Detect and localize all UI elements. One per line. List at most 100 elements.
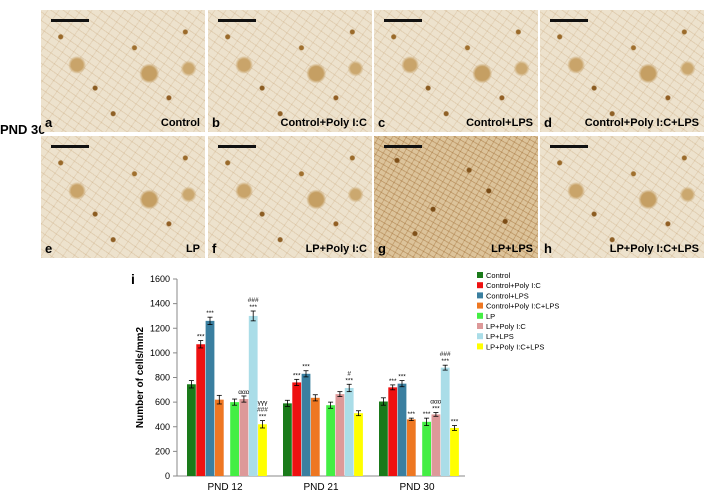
- y-tick-label: 1000: [150, 348, 170, 358]
- bar: [440, 367, 450, 476]
- significance-label: ***: [423, 411, 431, 418]
- scale-bar: [384, 145, 422, 148]
- scale-bar: [218, 19, 256, 22]
- legend-label: LP: [486, 312, 495, 321]
- bar: [187, 384, 196, 476]
- bar: [283, 403, 292, 476]
- legend-swatch: [477, 302, 483, 309]
- micrograph-panel-h: h LP+Poly I:C+LPS: [540, 136, 704, 258]
- panel-name: LP+LPS: [491, 243, 533, 255]
- legend-swatch: [477, 343, 483, 350]
- panel-letter: d: [544, 115, 552, 130]
- bar-chart: i 0 200 400 600 800 1000 1200 1400 1600 Number of …: [131, 271, 559, 492]
- panel-name: LP: [185, 243, 200, 255]
- bar: [397, 383, 407, 476]
- legend-label: Control: [486, 271, 511, 280]
- significance-label: ***: [451, 419, 459, 426]
- scale-bar: [51, 19, 89, 22]
- significance-label: γγγ: [258, 400, 269, 407]
- significance-label: ***: [206, 310, 214, 317]
- legend-label: Control+Poly I:C+LPS: [486, 302, 559, 311]
- scale-bar: [384, 19, 422, 22]
- x-tick-label: PND 21: [303, 482, 338, 492]
- scale-bar: [218, 145, 256, 148]
- significance-label: ***: [389, 378, 397, 385]
- chart-panel-label: i: [131, 271, 135, 287]
- panel-letter: g: [378, 241, 386, 256]
- y-tick-label: 1600: [150, 274, 170, 284]
- bar: [301, 373, 311, 476]
- panel-name: LP+Poly I:C: [305, 243, 367, 255]
- y-tick-label: 400: [155, 422, 170, 432]
- legend-swatch: [477, 292, 483, 299]
- micrograph-panel-a: a Control: [41, 10, 205, 132]
- legend-swatch: [477, 312, 483, 319]
- bar: [214, 399, 224, 476]
- bar: [239, 399, 249, 476]
- bar: [450, 427, 459, 476]
- bar: [230, 402, 239, 476]
- significance-label: ***: [441, 358, 449, 365]
- panel-name: LP+Poly I:C+LPS: [609, 243, 699, 255]
- significance-label: ***: [259, 414, 267, 421]
- micrograph-panel-g: g LP+LPS: [374, 136, 538, 258]
- panel-letter: c: [378, 115, 386, 130]
- significance-label: ###: [248, 297, 259, 304]
- bar: [422, 421, 431, 476]
- panel-letter: e: [45, 241, 53, 256]
- x-tick-label: PND 30: [399, 482, 434, 492]
- y-tick-label: 800: [155, 373, 170, 383]
- panel-name: Control+Poly I:C+LPS: [584, 117, 699, 129]
- panel-letter: h: [544, 241, 552, 256]
- significance-label: ###: [440, 351, 451, 358]
- bar: [431, 414, 441, 476]
- panel-name: Control: [160, 117, 200, 129]
- significance-label: #: [347, 370, 351, 377]
- legend-label: LP+Poly I:C+LPS: [486, 342, 544, 351]
- bar: [406, 419, 416, 476]
- panel-letter: f: [212, 241, 217, 256]
- bar: [388, 387, 398, 476]
- legend-label: LP+Poly I:C: [486, 322, 526, 331]
- legend-swatch: [477, 323, 483, 329]
- bar: [354, 413, 363, 476]
- panel-name: Control+LPS: [466, 117, 533, 129]
- bar: [292, 382, 302, 476]
- significance-label: ***: [345, 377, 353, 384]
- y-tick-label: 1200: [150, 323, 170, 333]
- scale-bar: [550, 145, 588, 148]
- micrograph-panel-c: c Control+LPS: [374, 10, 538, 132]
- legend-label: Control+LPS: [486, 291, 529, 300]
- legend-label: LP+LPS: [486, 332, 514, 341]
- bar: [248, 315, 258, 476]
- row-label: PND 30: [0, 122, 46, 137]
- y-tick-label: 200: [155, 446, 170, 456]
- bar: [344, 387, 354, 476]
- bar: [335, 394, 345, 476]
- scale-bar: [550, 19, 588, 22]
- bar: [205, 320, 215, 476]
- micrograph-panel-d: d Control+Poly I:C+LPS: [540, 10, 704, 132]
- x-tick-label: PND 12: [207, 482, 242, 492]
- bar: [326, 405, 335, 476]
- panel-letter: a: [45, 115, 53, 130]
- significance-label: ***: [408, 411, 416, 418]
- legend-swatch: [477, 282, 483, 289]
- micrograph-panel-f: f LP+Poly I:C: [208, 136, 372, 258]
- bar: [310, 397, 320, 476]
- significance-label: ***: [293, 372, 301, 379]
- panel-letter: b: [212, 115, 220, 130]
- legend-swatch: [477, 333, 483, 340]
- y-tick-label: 1400: [150, 299, 170, 309]
- significance-label: ***: [432, 406, 440, 413]
- legend-swatch: [477, 272, 483, 278]
- micrograph-panel-e: e LP: [41, 136, 205, 258]
- panel-name: Control+Poly I:C: [280, 117, 367, 129]
- y-tick-label: 0: [165, 471, 170, 481]
- micrograph-panel-b: b Control+Poly I:C: [208, 10, 372, 132]
- scale-bar: [51, 145, 89, 148]
- significance-label: ***: [398, 374, 406, 381]
- significance-label: ααα: [238, 389, 250, 396]
- significance-label: ***: [249, 304, 257, 311]
- y-tick-label: 600: [155, 397, 170, 407]
